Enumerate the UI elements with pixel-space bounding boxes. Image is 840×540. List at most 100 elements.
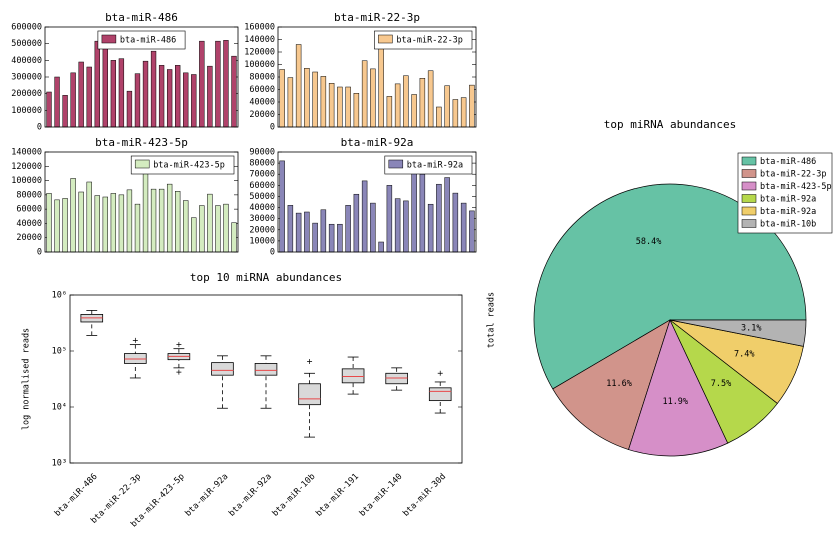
bar — [460, 97, 467, 128]
bar — [452, 192, 459, 253]
legend-swatch — [101, 34, 117, 44]
bar — [54, 199, 60, 253]
bar — [231, 55, 237, 128]
box — [428, 387, 452, 402]
bar — [70, 72, 76, 128]
y-tick-label: 500000 — [11, 39, 42, 49]
bar — [394, 83, 401, 128]
x-tick-label: bta-miR-140 — [358, 472, 405, 519]
legend-swatch — [134, 159, 150, 169]
bar — [62, 198, 68, 253]
y-tick-label: 200000 — [11, 89, 42, 99]
legend-label: bta-miR-92a — [760, 195, 816, 205]
y-tick-label: 10⁵ — [52, 347, 67, 357]
bar — [345, 86, 351, 128]
y-axis-label: log normalised reads — [22, 328, 32, 430]
y-tick-label: 400000 — [11, 56, 42, 66]
y-tick-label: 0 — [270, 123, 275, 133]
chart-title: bta-miR-22-3p — [334, 11, 420, 24]
bar — [134, 203, 141, 253]
bar — [126, 189, 133, 253]
legend-swatch — [378, 34, 393, 44]
y-tick-label: 40000 — [16, 219, 42, 229]
bar — [279, 69, 285, 128]
y-tick-label: 10⁶ — [52, 291, 67, 301]
slice-label: 11.6% — [606, 379, 632, 389]
y-tick-label: 10³ — [52, 459, 67, 469]
bar — [110, 193, 117, 253]
bar — [223, 203, 229, 253]
bar — [328, 223, 335, 253]
box — [341, 368, 365, 384]
box — [298, 383, 321, 406]
legend-label: bta-miR-423-5p — [153, 161, 225, 171]
bar — [427, 70, 434, 128]
bar — [78, 61, 84, 128]
box — [254, 363, 278, 376]
bar — [191, 217, 197, 253]
y-tick-label: 100000 — [11, 106, 42, 116]
bar — [386, 185, 393, 253]
y-tick-label: 20000 — [16, 233, 42, 243]
bar — [158, 188, 165, 253]
pie-slice — [669, 319, 807, 347]
chart-title: top miRNA abundances — [604, 118, 736, 131]
y-tick-label: 10⁴ — [52, 403, 67, 413]
bar — [361, 60, 368, 128]
bar — [183, 72, 189, 128]
y-tick-label: 600000 — [11, 23, 42, 33]
chart-title: bta-miR-92a — [341, 136, 414, 149]
bar — [86, 66, 92, 128]
chart-title: bta-miR-486 — [105, 11, 178, 24]
bar — [411, 94, 417, 128]
legend-label: bta-miR-423-5p — [760, 182, 832, 192]
y-tick-label: 100000 — [244, 60, 275, 70]
legend-label: bta-miR-92a — [760, 207, 816, 217]
bar — [403, 75, 409, 128]
bar — [370, 68, 376, 128]
bar — [304, 211, 310, 253]
bar — [215, 205, 221, 253]
plot-frame — [277, 26, 477, 128]
y-tick-label: 60000 — [249, 181, 275, 191]
y-tick-label: 20000 — [249, 225, 275, 235]
bar — [287, 77, 294, 128]
y-tick-label: 10000 — [249, 236, 275, 246]
bar — [295, 44, 302, 128]
legend-label: bta-miR-22-3p — [760, 170, 827, 180]
bar — [46, 91, 52, 128]
y-tick-label: 0 — [270, 248, 275, 258]
bar — [199, 205, 205, 253]
legend-swatch — [741, 169, 757, 178]
bar — [223, 40, 229, 128]
slice-label: 7.4% — [734, 349, 754, 359]
bar — [86, 181, 92, 253]
chart-title: bta-miR-423-5p — [95, 136, 188, 149]
y-tick-label: 120000 — [244, 48, 275, 58]
bar — [337, 223, 343, 253]
x-tick-label: bta-miR-191 — [314, 472, 361, 519]
bar — [304, 68, 310, 128]
flier — [437, 370, 443, 376]
plot-frame — [44, 151, 239, 253]
flier — [307, 358, 313, 364]
bar — [102, 196, 108, 253]
y-tick-label: 40000 — [249, 98, 275, 108]
bar — [175, 65, 181, 128]
bar — [444, 85, 450, 128]
bar — [78, 191, 84, 253]
bar — [337, 86, 343, 128]
slice-label: 58.4% — [636, 237, 662, 247]
flier — [132, 337, 138, 343]
bar — [328, 83, 335, 128]
bar — [70, 178, 76, 253]
legend-label: bta-miR-10b — [760, 220, 816, 230]
x-tick-label: bta-miR-486 — [53, 472, 100, 519]
flier — [176, 369, 182, 375]
slice-label: 3.1% — [741, 323, 761, 333]
bar — [320, 209, 327, 253]
bar — [312, 222, 318, 253]
bar — [353, 193, 360, 253]
plot-frame — [44, 26, 239, 128]
x-tick-label: bta-miR-10b — [271, 472, 318, 519]
